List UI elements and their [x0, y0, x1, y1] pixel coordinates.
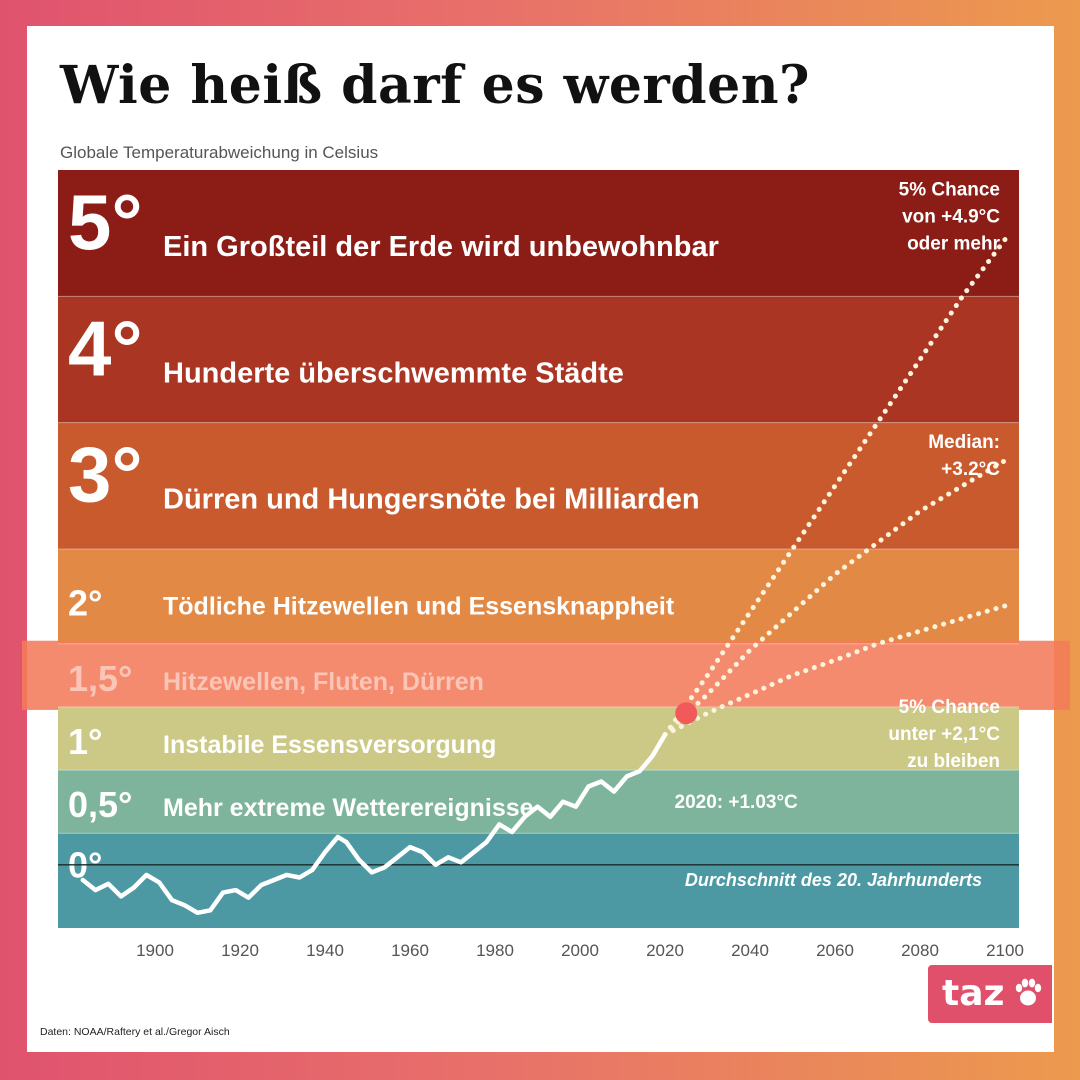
band-text: Dürren und Hungersnöte bei Milliarden — [163, 484, 700, 516]
annotation-0: von +4.9°C — [902, 206, 1000, 227]
annotation-2: unter +2,1°C — [888, 724, 1000, 745]
data-source: Daten: NOAA/Raftery et al./Gregor Aisch — [40, 1026, 230, 1038]
projection-line-2 — [662, 603, 1008, 738]
band-text: Ein Großteil der Erde wird unbewohnbar — [163, 231, 719, 263]
annotation-3: 2020: +1.03°C — [675, 792, 799, 813]
band-level: 1° — [68, 721, 102, 762]
x-tick-label: 1940 — [306, 941, 344, 960]
band-1 — [58, 296, 1019, 423]
projection-line-0 — [662, 237, 1008, 738]
band-2 — [58, 422, 1019, 549]
band-6 — [58, 770, 1019, 834]
x-tick-label: 2060 — [816, 941, 854, 960]
band-level: 4° — [68, 304, 143, 392]
band-3 — [58, 549, 1019, 644]
annotation-1: +3.2°C — [941, 459, 1000, 480]
paw-icon — [1015, 978, 1042, 1006]
x-tick-label: 1920 — [221, 941, 259, 960]
annotation-0: oder mehr — [907, 233, 1001, 254]
band-level: 2° — [68, 583, 102, 624]
band-text: Hitzewellen, Fluten, Dürren — [163, 668, 484, 696]
x-tick-label: 1980 — [476, 941, 514, 960]
band-text: Tödliche Hitzewellen und Essensknappheit — [163, 593, 675, 621]
band-text: Instabile Essensversorgung — [163, 731, 496, 759]
x-tick-label: 2100 — [986, 941, 1024, 960]
logo-text: taz — [942, 973, 1005, 1014]
band-level: 5° — [68, 178, 143, 266]
taz-logo: taz — [928, 965, 1052, 1023]
band-level: 1,5° — [68, 658, 132, 699]
band-level: 3° — [68, 431, 143, 519]
x-tick-label: 2040 — [731, 941, 769, 960]
annotation-1: Median: — [928, 432, 1000, 453]
band-highlight — [22, 640, 1070, 710]
current-marker — [675, 702, 698, 725]
band-text: Mehr extreme Wetterereignisse — [163, 794, 534, 822]
x-tick-label: 2080 — [901, 941, 939, 960]
band-text: Hunderte überschwemmte Städte — [163, 357, 624, 389]
projection-line-1 — [662, 458, 1008, 738]
annotation-0: 5% Chance — [899, 179, 1000, 200]
band-7 — [58, 833, 1019, 928]
annotation-2: zu bleiben — [907, 751, 1000, 772]
chart-title: Wie heiß darf es werden? — [60, 55, 811, 116]
annotation-2: 5% Chance — [899, 697, 1000, 718]
x-tick-label: 2020 — [646, 941, 684, 960]
baseline-label: Durchschnitt des 20. Jahrhunderts — [685, 870, 982, 890]
x-tick-label: 2000 — [561, 941, 599, 960]
band-0 — [58, 170, 1019, 297]
chart-subtitle: Globale Temperaturabweichung in Celsius — [60, 143, 379, 162]
band-level: 0,5° — [68, 784, 132, 825]
x-tick-label: 1900 — [136, 941, 174, 960]
band-5 — [58, 706, 1019, 771]
observed-line — [80, 732, 668, 916]
x-tick-label: 1960 — [391, 941, 429, 960]
